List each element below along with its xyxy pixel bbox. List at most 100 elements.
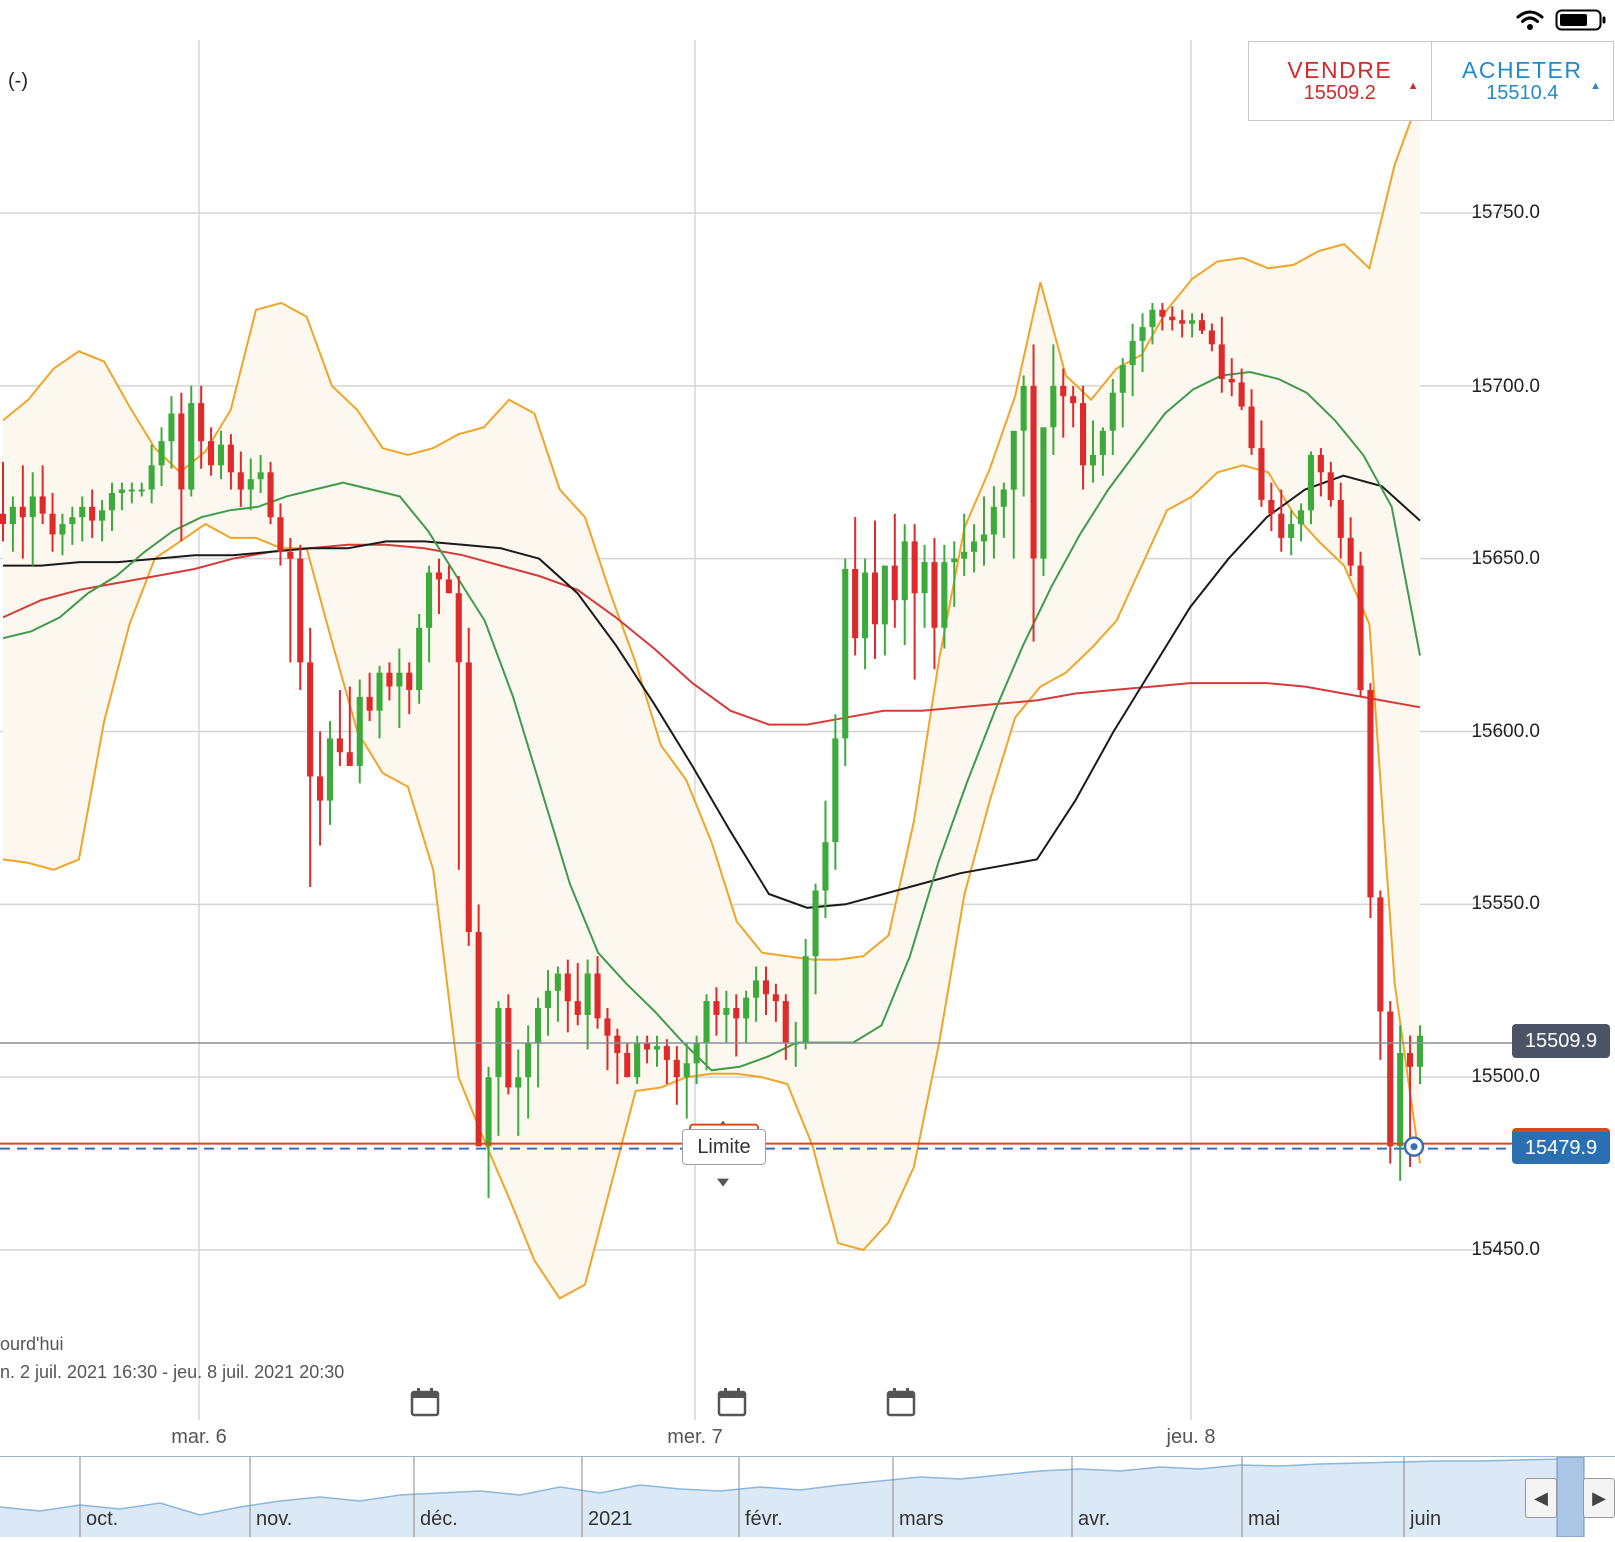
sell-button[interactable]: VENDRE 15509.2 ▲ [1249, 42, 1431, 120]
candle-body [1198, 320, 1205, 331]
candle-body [1218, 344, 1225, 379]
candle-body [39, 496, 46, 514]
candle-body [227, 444, 234, 473]
candle-body [594, 973, 601, 1019]
candle-body [267, 472, 274, 518]
candle-body [515, 1077, 522, 1088]
candle-body [455, 593, 462, 663]
candle-body [1307, 455, 1314, 511]
candle-body [247, 479, 254, 490]
candle-body [862, 572, 869, 639]
candle-body [931, 562, 938, 628]
candle-body [1288, 524, 1295, 538]
candle-body [1099, 430, 1106, 455]
candle-body [525, 1042, 532, 1078]
navigator-month: 2021 [588, 1508, 633, 1530]
candle-body [782, 1001, 789, 1043]
scroll-left-button[interactable]: ◀ [1525, 1478, 1557, 1518]
candle-body [1367, 690, 1374, 898]
candle-body [1050, 385, 1057, 428]
bollinger-upper-line [2, 95, 1421, 961]
calendar-event-icon[interactable] [717, 1387, 747, 1417]
candle-body [535, 1008, 542, 1043]
bollinger-lower-line [2, 464, 1421, 1300]
candle-body [198, 403, 205, 442]
drag-down-arrow-icon [717, 1178, 729, 1187]
candle-body [307, 662, 314, 777]
candle-body [1119, 365, 1126, 393]
battery-icon [1555, 9, 1606, 31]
candle-body [564, 973, 571, 1002]
candle-body [426, 572, 433, 628]
candle-body [29, 496, 36, 518]
candle-body [1010, 430, 1017, 490]
candle-body [1407, 1053, 1414, 1067]
y-tick-label: 15600.0 [1471, 721, 1540, 742]
y-tick-label: 15700.0 [1471, 376, 1540, 397]
indicator-legend[interactable]: (-) [8, 70, 28, 92]
sell-price: 15509.2 [1303, 82, 1376, 104]
moving-average-red [2, 543, 1421, 726]
navigator[interactable] [0, 1456, 1615, 1538]
candle-body [366, 696, 373, 711]
candle-body [753, 980, 760, 998]
candle-body [287, 551, 294, 559]
candle-body [317, 776, 324, 801]
candle-body [604, 1018, 611, 1036]
candle-body [485, 1077, 492, 1147]
calendar-event-icon[interactable] [410, 1387, 440, 1417]
sell-label: VENDRE [1287, 57, 1393, 83]
navigator-month: mars [899, 1508, 944, 1530]
candle-body [1208, 330, 1215, 345]
scroll-right-button[interactable]: ▶ [1583, 1478, 1615, 1518]
y-tick-label: 15450.0 [1471, 1239, 1540, 1260]
candle-body [584, 973, 591, 1015]
navigator-month: avr. [1078, 1508, 1111, 1530]
candle-body [128, 489, 135, 492]
calendar-event-icon[interactable] [886, 1387, 916, 1417]
candle-body [980, 534, 987, 542]
candle-body [346, 752, 353, 766]
candle-body [1080, 403, 1087, 466]
candle-body [762, 980, 769, 995]
moving-average-green [2, 370, 1421, 1072]
current-price-marker-dot [1410, 1143, 1418, 1151]
buy-label: ACHETER [1462, 57, 1583, 83]
candle-body [49, 513, 56, 535]
candle-body [990, 506, 997, 535]
candle-body [1040, 427, 1047, 559]
candle-body [1248, 406, 1255, 449]
candle-body [1317, 455, 1324, 473]
trade-panel: VENDRE 15509.2 ▲ ACHETER 15510.4 ▲ [1248, 41, 1614, 121]
candle-body [1179, 320, 1186, 324]
candle-body [1278, 513, 1285, 538]
navigator-month: févr. [745, 1508, 783, 1530]
candle-body [445, 579, 452, 594]
price-chart[interactable] [0, 0, 1615, 1456]
candle-body [1060, 385, 1067, 397]
candle-body [1070, 396, 1077, 404]
candle-body [772, 994, 779, 1002]
candle-body [1387, 1011, 1394, 1147]
candle-body [356, 696, 363, 766]
candle-body [9, 506, 16, 525]
limit-price-tag[interactable]: 15479.9 [1512, 1128, 1610, 1164]
candle-body [574, 1001, 581, 1015]
limit-order-badge[interactable]: Limite [682, 1129, 766, 1165]
candle-body [505, 1008, 512, 1088]
status-bar [1515, 4, 1607, 36]
moving-average-black [3, 474, 1421, 909]
candle-body [59, 524, 66, 535]
candle-body [881, 565, 888, 625]
buy-button[interactable]: ACHETER 15510.4 ▲ [1430, 42, 1614, 120]
candle-body [802, 956, 809, 1043]
candle-body [733, 1008, 740, 1019]
candle-body [386, 672, 393, 687]
navigator-month: déc. [420, 1508, 458, 1530]
candle-body [99, 510, 106, 521]
candle-body [1238, 382, 1245, 407]
candle-body [971, 541, 978, 552]
candle-body [1377, 897, 1384, 1012]
candle-body [1089, 455, 1096, 466]
y-tick-label: 15750.0 [1471, 202, 1540, 223]
